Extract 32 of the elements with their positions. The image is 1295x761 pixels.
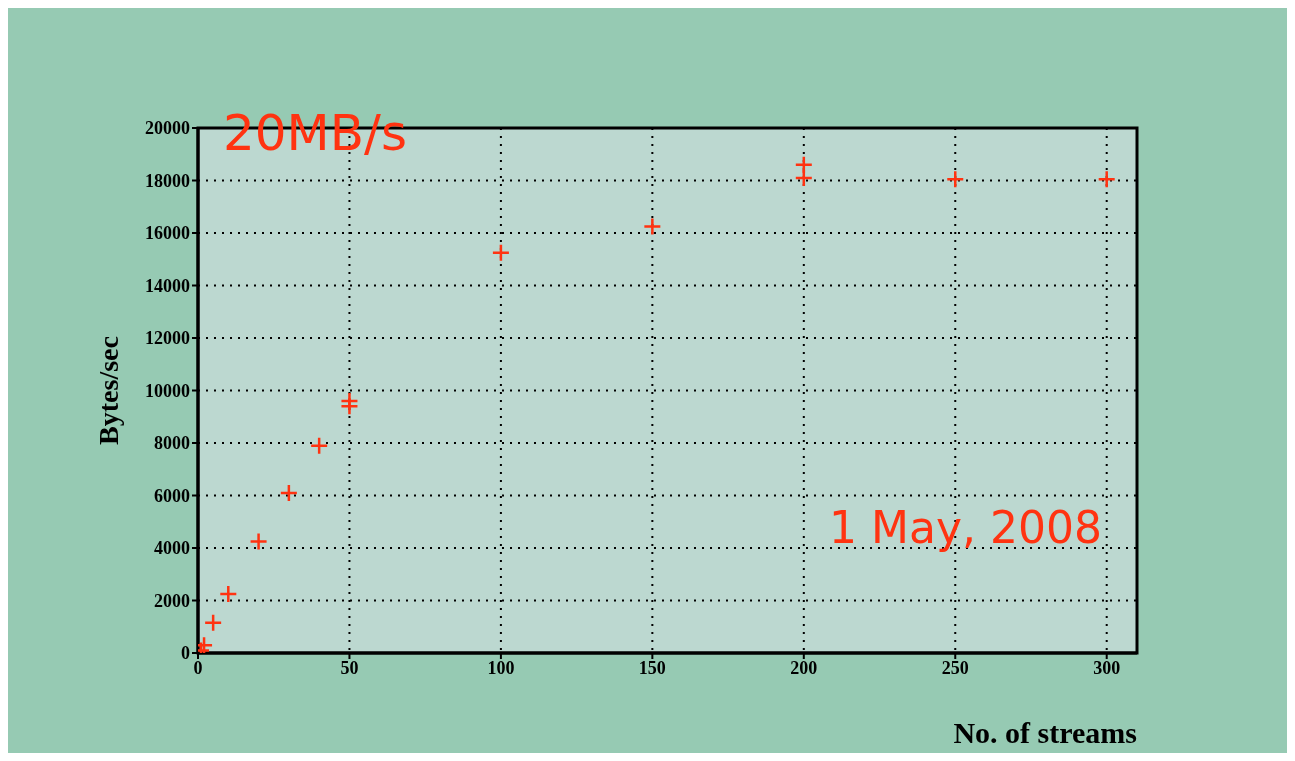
point (340, 391, 359, 411)
y-axis-title: Bytes/sec (92, 336, 124, 445)
x-tick-label: 200 (790, 657, 818, 678)
x-tick-label: 100 (487, 657, 515, 678)
x-tick-label: 150 (638, 657, 666, 678)
y-tick-label: 14000 (145, 275, 190, 296)
y-tick-label: 16000 (145, 223, 190, 244)
y-tick-label: 20000 (145, 118, 190, 139)
y-tick-label: 4000 (154, 538, 190, 559)
point (279, 483, 299, 503)
annotation: 1 May, 2008 (829, 502, 1102, 553)
y-tick-label: 8000 (154, 433, 190, 454)
point (643, 217, 662, 236)
point (309, 436, 329, 455)
point (491, 243, 511, 262)
point (219, 584, 238, 604)
x-tick-label: 300 (1093, 657, 1121, 678)
x-axis-title: No. of streams (953, 716, 1137, 749)
y-tick-label: 10000 (145, 380, 190, 401)
y-tick-label: 12000 (145, 328, 190, 349)
point (249, 532, 268, 551)
x-tick-label: 50 (340, 657, 359, 678)
point (946, 169, 965, 189)
y-tick-label: 2000 (154, 590, 190, 611)
point (1097, 169, 1116, 189)
y-tick-label: 18000 (145, 170, 190, 191)
y-tick-label: 0 (181, 643, 190, 664)
point (203, 613, 223, 633)
x-tick-label: 0 (193, 657, 203, 678)
x-tick-label: 250 (941, 657, 969, 678)
y-tick-label: 6000 (154, 485, 190, 506)
point (794, 155, 814, 174)
